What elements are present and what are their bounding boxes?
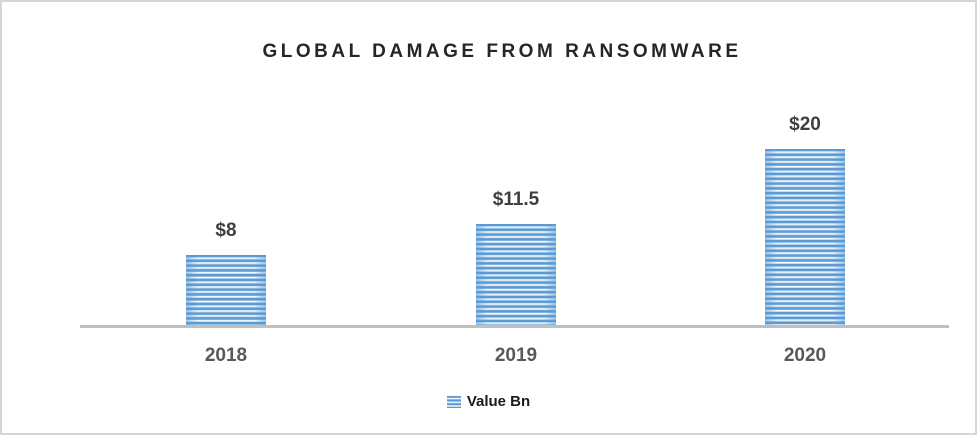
x-axis-line (80, 325, 949, 328)
legend-swatch-icon (446, 396, 461, 408)
legend-label: Value Bn (466, 393, 531, 410)
bar-value-label: $8 (215, 220, 237, 241)
bar-2018[interactable] (186, 255, 266, 325)
category-label: 2020 (783, 345, 827, 366)
bar-value-label: $20 (789, 114, 821, 135)
legend[interactable]: Value Bn (2, 394, 975, 410)
bar-value-label: $11.5 (492, 189, 540, 210)
bar-2019[interactable] (476, 224, 556, 325)
bar-2020[interactable] (765, 149, 845, 325)
category-label: 2019 (494, 345, 538, 366)
category-label: 2018 (204, 345, 248, 366)
chart-title: GLOBAL DAMAGE FROM RANSOMWARE (262, 41, 742, 62)
